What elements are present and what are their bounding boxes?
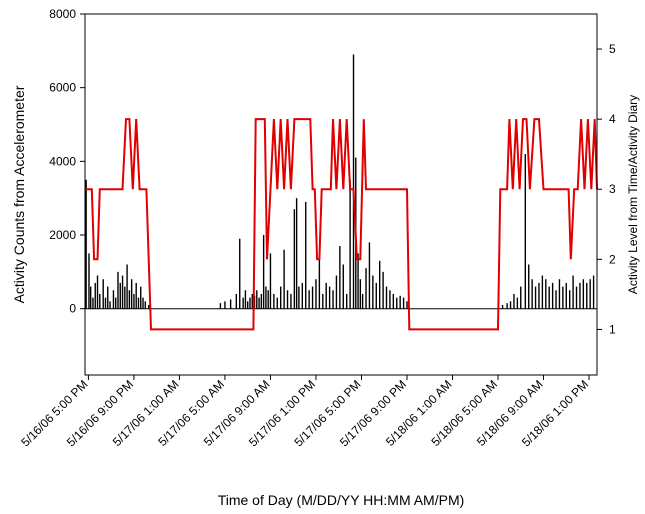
x-axis-ticks: 5/16/06 5:00 PM5/16/06 9:00 PM5/17/06 1:… <box>18 375 591 449</box>
plot-area <box>85 54 598 331</box>
y-right-axis-ticks: 1 2 3 4 5 <box>597 42 616 336</box>
y-left-tick-label: 8000 <box>49 7 76 21</box>
y-right-tick-label: 3 <box>609 182 616 196</box>
y-right-axis-title: Activity Level from Time/Activity Diary <box>626 95 640 294</box>
axes <box>84 13 598 376</box>
diary-level-line <box>85 118 598 331</box>
plot-frame <box>84 13 598 376</box>
y-right-tick-label: 5 <box>609 42 616 56</box>
y-left-axis-title: Activity Counts from Accelerometer <box>11 85 27 303</box>
y-right-tick-label: 1 <box>609 322 616 336</box>
y-left-tick-label: 0 <box>69 302 76 316</box>
y-right-tick-label: 4 <box>609 112 616 126</box>
x-axis-title: Time of Day (M/DD/YY HH:MM AM/PM) <box>218 492 465 508</box>
y-left-axis-ticks: 0 2000 4000 6000 8000 <box>49 7 85 316</box>
y-left-tick-label: 4000 <box>49 154 76 168</box>
y-right-tick-label: 2 <box>609 252 616 266</box>
y-left-tick-label: 2000 <box>49 228 76 242</box>
y-left-tick-label: 6000 <box>49 81 76 95</box>
